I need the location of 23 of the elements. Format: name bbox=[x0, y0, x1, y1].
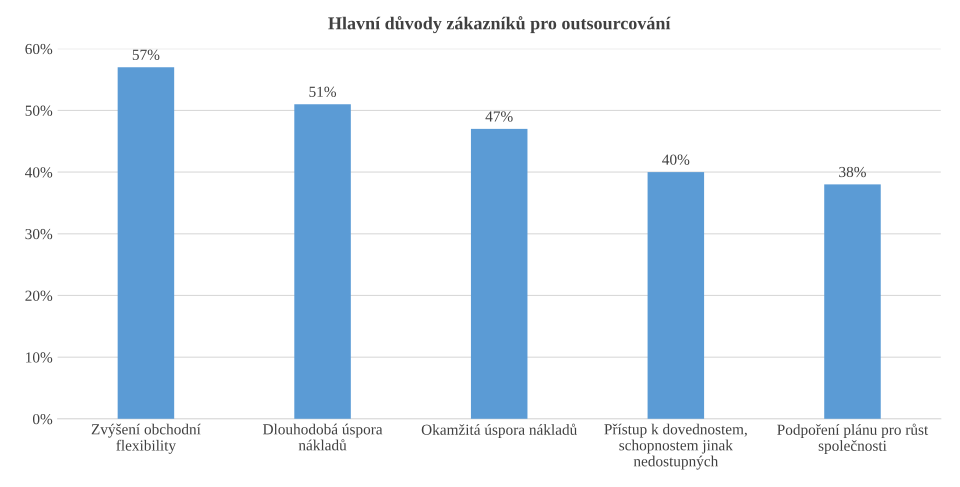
x-tick-label: Dlouhodobá úspora nákladů bbox=[262, 424, 382, 450]
data-label: 51% bbox=[309, 86, 336, 97]
x-tick-label: Podpoření plánu pro růst společnosti bbox=[777, 424, 928, 454]
y-tick-label: 60% bbox=[25, 44, 52, 54]
x-tick-label: Přístup k dovednostem, schopnostem jinak nedostupných bbox=[604, 424, 747, 470]
data-label: 38% bbox=[839, 166, 866, 178]
data-label: 47% bbox=[485, 111, 513, 122]
data-label: 40% bbox=[662, 154, 690, 165]
bar bbox=[118, 67, 174, 419]
y-tick-label: 40% bbox=[25, 167, 52, 178]
bar bbox=[648, 172, 704, 419]
chart-title: Hlavní důvody zákazníků pro outsourcování bbox=[328, 16, 671, 34]
bar bbox=[470, 128, 528, 419]
y-tick-label: 30% bbox=[25, 228, 52, 240]
y-tick-label: 0% bbox=[32, 414, 52, 424]
bar bbox=[294, 104, 351, 419]
y-tick-label: 50% bbox=[26, 106, 52, 116]
data-label: 57% bbox=[132, 50, 160, 60]
y-tick-label: 10% bbox=[26, 352, 52, 363]
bar bbox=[824, 184, 881, 419]
x-tick-label: Zvýšení obchodní flexibility bbox=[92, 424, 201, 454]
x-tick-label: Okamžitá úspora nákladů bbox=[422, 424, 577, 438]
y-tick-label: 20% bbox=[25, 290, 52, 301]
